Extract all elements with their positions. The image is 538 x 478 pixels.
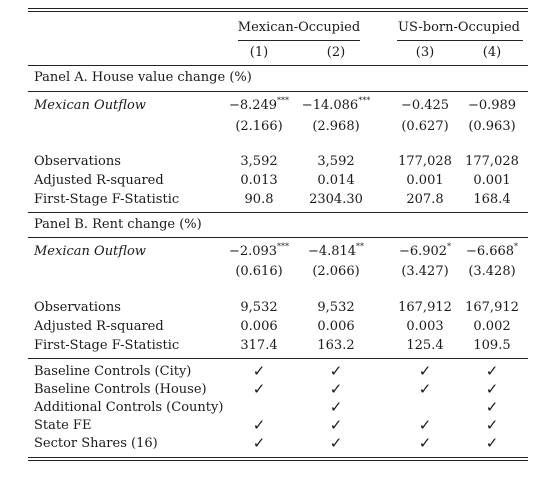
- panel-b-fstat-1: 317.4: [240, 338, 278, 353]
- panel-a-se-3: (0.627): [401, 119, 449, 134]
- panel-a-variable-label: Mexican Outflow: [34, 98, 146, 113]
- checkmark-icon: ✓: [329, 380, 343, 398]
- checkmark-icon: ✓: [252, 434, 266, 452]
- panel-b-fstat-2: 163.2: [317, 338, 355, 353]
- header-rule: [28, 65, 528, 66]
- checkmark-icon: ✓: [252, 362, 266, 380]
- checkmark-icon: ✓: [485, 416, 499, 434]
- checkmark-icon: ✓: [418, 380, 432, 398]
- checkmark-icon: ✓: [485, 362, 499, 380]
- panel-a-observations-2: 3,592: [317, 154, 355, 169]
- panel-b-observations-4: 167,912: [465, 300, 519, 315]
- bottom-rule-2: [28, 460, 528, 461]
- panel-b-r2-2: 0.006: [317, 319, 355, 334]
- panel-a-observations-label: Observations: [34, 154, 121, 169]
- top-rule: [28, 8, 528, 9]
- panel-b-coef-3: −6.902*: [398, 242, 452, 260]
- panel-b-observations-label: Observations: [34, 300, 121, 315]
- panel-b-rule: [28, 237, 528, 238]
- checkmark-icon: ✓: [329, 416, 343, 434]
- panel-a-se-4: (0.963): [468, 119, 516, 134]
- panel-b-fstat-label: First-Stage F-Statistic: [34, 338, 180, 353]
- panel-b-variable-label: Mexican Outflow: [34, 244, 146, 259]
- panel-b-r2-label: Adjusted R-squared: [34, 319, 164, 334]
- panel-b-coef-4: −6.668*: [465, 242, 519, 260]
- column-header-4: (4): [482, 45, 502, 60]
- control-label-city: Baseline Controls (City): [34, 364, 192, 379]
- panel-a-fstat-3: 207.8: [406, 192, 444, 207]
- panel-a-r2-3: 0.001: [406, 173, 444, 188]
- panel-a-coef-4: −0.989: [467, 98, 517, 113]
- panel-a-r2-label: Adjusted R-squared: [34, 173, 164, 188]
- panel-a-r2-1: 0.013: [240, 173, 278, 188]
- panel-b-se-4: (3.428): [468, 264, 516, 279]
- checkmark-icon: ✓: [418, 362, 432, 380]
- panel-b-observations-3: 167,912: [398, 300, 452, 315]
- panel-a-fstat-label: First-Stage F-Statistic: [34, 192, 180, 207]
- control-label-house: Baseline Controls (House): [34, 382, 207, 397]
- panel-b-r2-1: 0.006: [240, 319, 278, 334]
- panel-b-se-2: (2.066): [312, 264, 360, 279]
- panel-a-fstat-1: 90.8: [244, 192, 274, 207]
- panel-a-coef-3: −0.425: [400, 98, 450, 113]
- checkmark-icon: ✓: [485, 398, 499, 416]
- panel-a-coef-2: −14.086***: [301, 96, 371, 114]
- bottom-rule: [28, 457, 528, 458]
- checkmark-icon: ✓: [485, 434, 499, 452]
- group-header-usborn: US-born-Occupied: [398, 20, 520, 35]
- control-label-sector-shares: Sector Shares (16): [34, 436, 158, 451]
- checkmark-icon: ✓: [485, 380, 499, 398]
- panel-b-fstat-4: 109.5: [473, 338, 511, 353]
- column-header-2: (2): [326, 45, 346, 60]
- panel-a-fstat-4: 168.4: [473, 192, 511, 207]
- checkmark-icon: ✓: [329, 398, 343, 416]
- panel-b-observations-1: 9,532: [240, 300, 278, 315]
- checkmark-icon: ✓: [252, 416, 266, 434]
- controls-rule: [28, 358, 528, 359]
- checkmark-icon: ✓: [329, 434, 343, 452]
- panel-a-se-1: (2.166): [235, 119, 283, 134]
- panel-a-r2-4: 0.001: [473, 173, 511, 188]
- panel-b-top-rule: [28, 212, 528, 213]
- panel-b-r2-4: 0.002: [473, 319, 511, 334]
- group-underline-usborn: [397, 40, 523, 41]
- panel-b-r2-3: 0.003: [406, 319, 444, 334]
- panel-b-title: Panel B. Rent change (%): [34, 217, 202, 232]
- panel-b-se-3: (3.427): [401, 264, 449, 279]
- panel-b-coef-2: −4.814**: [307, 242, 365, 260]
- control-label-state-fe: State FE: [34, 418, 92, 433]
- checkmark-icon: ✓: [252, 380, 266, 398]
- panel-b-se-1: (0.616): [235, 264, 283, 279]
- panel-a-se-2: (2.968): [312, 119, 360, 134]
- panel-a-r2-2: 0.014: [317, 173, 355, 188]
- column-header-1: (1): [249, 45, 269, 60]
- panel-a-observations-4: 177,028: [465, 154, 519, 169]
- column-header-3: (3): [415, 45, 435, 60]
- group-underline-mexican: [238, 40, 360, 41]
- panel-b-observations-2: 9,532: [317, 300, 355, 315]
- group-header-mexican: Mexican-Occupied: [237, 20, 361, 35]
- top-rule-2: [28, 11, 528, 12]
- panel-a-observations-1: 3,592: [240, 154, 278, 169]
- checkmark-icon: ✓: [329, 362, 343, 380]
- panel-a-rule: [28, 91, 528, 92]
- checkmark-icon: ✓: [418, 416, 432, 434]
- checkmark-icon: ✓: [418, 434, 432, 452]
- panel-a-fstat-2: 2304.30: [309, 192, 363, 207]
- panel-a-observations-3: 177,028: [398, 154, 452, 169]
- panel-b-coef-1: −2.093***: [228, 242, 290, 260]
- panel-a-title: Panel A. House value change (%): [34, 70, 252, 85]
- control-label-county: Additional Controls (County): [34, 400, 224, 415]
- panel-b-fstat-3: 125.4: [406, 338, 444, 353]
- panel-a-coef-1: −8.249***: [228, 96, 290, 114]
